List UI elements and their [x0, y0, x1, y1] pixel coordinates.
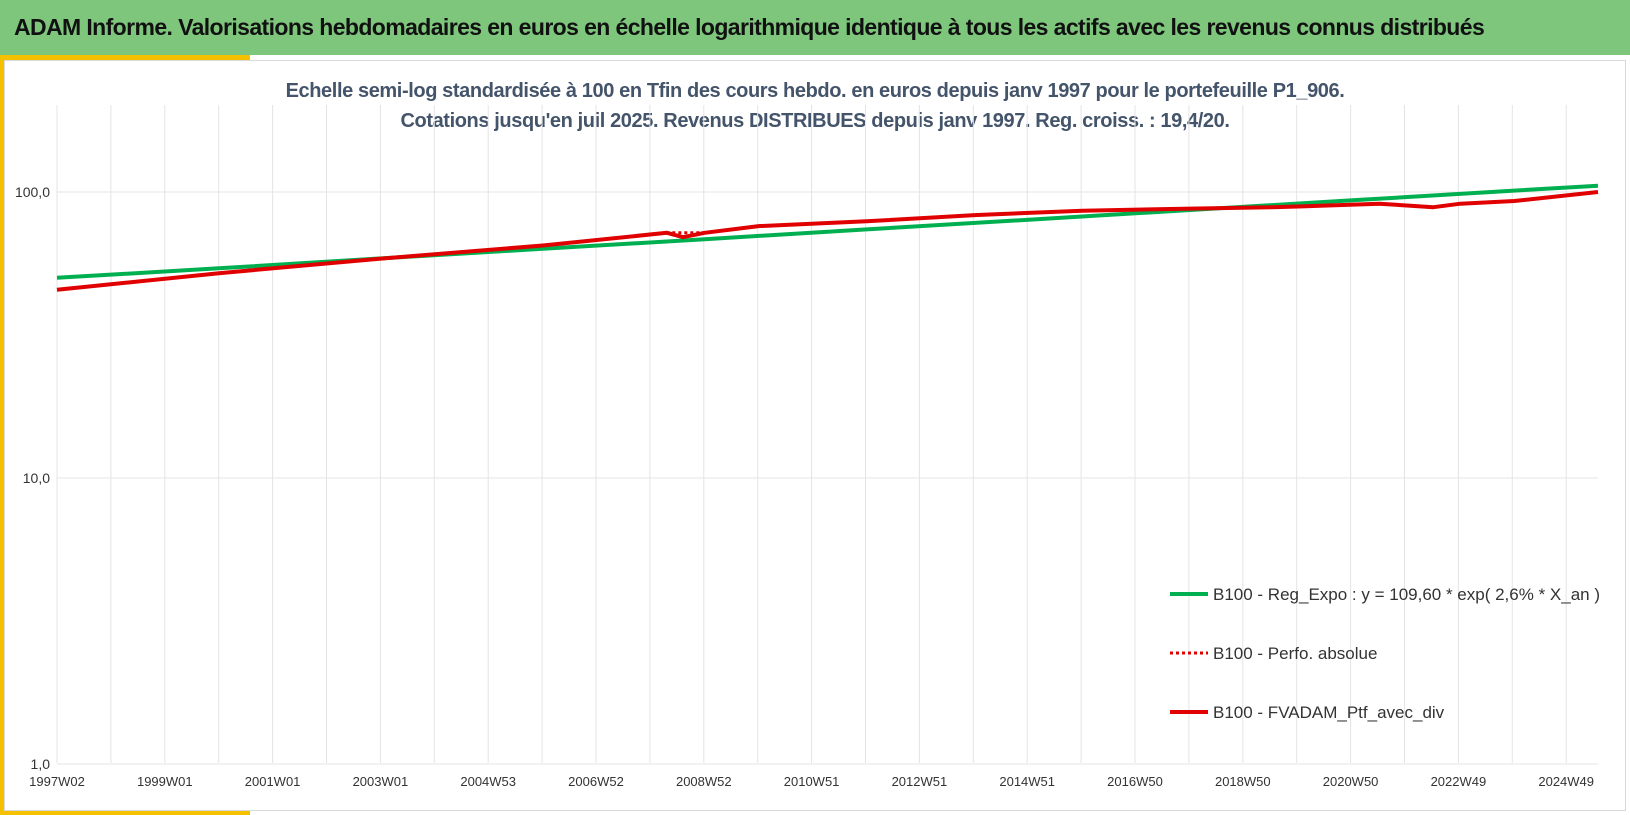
x-tick-label: 1997W02	[29, 774, 85, 789]
x-tick-label: 2020W50	[1323, 774, 1379, 789]
legend-label-2: B100 - Perfo. absolue	[1213, 644, 1377, 663]
x-tick-label: 1999W01	[137, 774, 193, 789]
x-tick-label: 2006W52	[568, 774, 624, 789]
accent-bar-bottom	[0, 810, 250, 815]
x-tick-labels: 1997W02 1999W01 2001W01 2003W01 2004W53 2006W…	[29, 774, 1594, 789]
x-tick-label: 2018W50	[1215, 774, 1271, 789]
chart-frame	[4, 60, 1626, 811]
accent-bar-left	[0, 55, 5, 815]
report-title: ADAM Informe. Valorisations hebdomadaire…	[14, 14, 1485, 40]
x-tick-label: 2012W51	[892, 774, 948, 789]
x-tick-label: 2004W53	[460, 774, 516, 789]
x-tick-label: 2022W49	[1431, 774, 1487, 789]
y-tick-label: 10,0	[23, 470, 50, 486]
legend-label-1: B100 - Reg_Expo : y = 109,60 * exp( 2,6%…	[1213, 585, 1600, 604]
x-tick-label: 2014W51	[999, 774, 1055, 789]
y-tick-label: 1,0	[31, 756, 51, 772]
x-tick-label: 2016W50	[1107, 774, 1163, 789]
x-tick-label: 2001W01	[245, 774, 301, 789]
y-tick-label: 100,0	[15, 184, 50, 200]
x-tick-label: 2010W51	[784, 774, 840, 789]
accent-bar-top	[0, 55, 250, 60]
y-gridlines	[57, 191, 1598, 765]
y-tick-labels: 100,0 10,0 1,0	[15, 184, 50, 772]
x-tick-label: 2008W52	[676, 774, 732, 789]
x-tick-label: 2024W49	[1538, 774, 1594, 789]
report-title-bar: ADAM Informe. Valorisations hebdomadaire…	[0, 0, 1630, 55]
chart-title: Echelle semi-log standardisée à 100 en T…	[285, 80, 1345, 102]
chart-subtitle: Cotations jusqu'en juil 2025. Revenus DI…	[400, 110, 1230, 132]
series-line-3	[56, 190, 1599, 292]
legend: B100 - Reg_Expo : y = 109,60 * exp( 2,6%…	[1170, 585, 1600, 722]
x-tick-label: 2003W01	[353, 774, 409, 789]
legend-label-3: B100 - FVADAM_Ptf_avec_div	[1213, 703, 1445, 722]
series-line-2	[56, 190, 1599, 292]
series-line-1	[56, 183, 1599, 280]
series-lines	[56, 183, 1599, 292]
